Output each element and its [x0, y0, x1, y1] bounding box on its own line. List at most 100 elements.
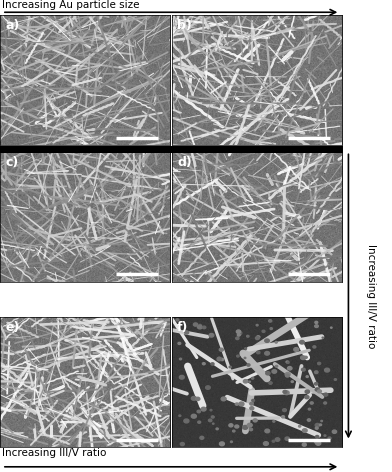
Circle shape — [196, 397, 200, 401]
Circle shape — [269, 320, 272, 322]
Circle shape — [220, 442, 224, 446]
Circle shape — [330, 327, 332, 328]
Circle shape — [283, 409, 287, 412]
Circle shape — [334, 379, 336, 380]
Circle shape — [236, 330, 241, 333]
Circle shape — [273, 421, 275, 422]
Circle shape — [247, 335, 249, 337]
Circle shape — [221, 358, 223, 361]
Circle shape — [301, 368, 305, 371]
Circle shape — [290, 368, 292, 370]
Text: c): c) — [5, 156, 18, 169]
Circle shape — [243, 379, 248, 383]
Circle shape — [291, 381, 293, 382]
Circle shape — [256, 337, 260, 339]
Circle shape — [275, 438, 280, 441]
Circle shape — [197, 410, 200, 413]
Text: b): b) — [177, 19, 192, 32]
Circle shape — [217, 357, 221, 361]
Circle shape — [243, 425, 248, 430]
Circle shape — [318, 390, 321, 393]
Circle shape — [316, 441, 321, 445]
Circle shape — [294, 347, 299, 351]
Circle shape — [212, 423, 214, 424]
Circle shape — [210, 409, 212, 411]
Circle shape — [209, 333, 214, 337]
Circle shape — [178, 342, 181, 345]
Circle shape — [251, 378, 254, 379]
Circle shape — [256, 351, 260, 354]
Circle shape — [270, 328, 272, 329]
Circle shape — [305, 390, 310, 393]
Circle shape — [314, 371, 318, 373]
Circle shape — [303, 429, 307, 432]
Circle shape — [247, 364, 250, 366]
Circle shape — [318, 362, 321, 365]
Circle shape — [262, 330, 265, 332]
Circle shape — [257, 336, 260, 338]
Circle shape — [285, 374, 289, 377]
Circle shape — [306, 376, 309, 378]
Circle shape — [308, 408, 310, 410]
Circle shape — [266, 371, 270, 375]
Circle shape — [314, 383, 318, 385]
Circle shape — [305, 356, 307, 358]
Circle shape — [307, 419, 310, 421]
Circle shape — [244, 357, 246, 359]
Circle shape — [230, 441, 232, 443]
Circle shape — [252, 399, 254, 402]
Circle shape — [200, 436, 204, 439]
Circle shape — [179, 415, 181, 416]
Circle shape — [250, 407, 254, 410]
Circle shape — [310, 402, 313, 404]
Circle shape — [265, 429, 270, 433]
Circle shape — [247, 423, 252, 427]
Circle shape — [202, 362, 205, 365]
Circle shape — [206, 386, 210, 389]
Circle shape — [201, 407, 206, 411]
Circle shape — [276, 365, 278, 367]
Circle shape — [220, 348, 223, 351]
Circle shape — [319, 424, 321, 426]
Circle shape — [313, 346, 316, 348]
Circle shape — [324, 435, 326, 436]
Circle shape — [235, 425, 239, 428]
Circle shape — [191, 396, 196, 400]
Circle shape — [283, 390, 287, 393]
Circle shape — [284, 391, 289, 395]
Circle shape — [272, 440, 275, 442]
Text: f): f) — [177, 321, 189, 334]
Circle shape — [209, 419, 212, 421]
Circle shape — [325, 368, 330, 372]
Circle shape — [191, 414, 196, 418]
Circle shape — [199, 324, 201, 326]
Circle shape — [303, 358, 305, 360]
Circle shape — [299, 425, 301, 427]
Circle shape — [229, 366, 231, 368]
Circle shape — [300, 340, 304, 344]
Circle shape — [253, 419, 257, 422]
Text: Increasing III/V ratio: Increasing III/V ratio — [2, 448, 106, 458]
Circle shape — [315, 423, 319, 427]
Circle shape — [301, 356, 305, 360]
Text: Increasing III/V ratio: Increasing III/V ratio — [367, 244, 376, 349]
Circle shape — [180, 358, 181, 360]
Circle shape — [287, 367, 292, 370]
Circle shape — [185, 331, 189, 334]
Circle shape — [249, 428, 252, 430]
Circle shape — [332, 430, 337, 433]
Circle shape — [216, 428, 218, 430]
Circle shape — [236, 337, 239, 339]
Circle shape — [229, 424, 233, 427]
Circle shape — [315, 325, 318, 328]
Circle shape — [286, 361, 289, 363]
Circle shape — [180, 375, 184, 379]
Circle shape — [281, 416, 285, 418]
Circle shape — [265, 339, 269, 342]
Circle shape — [315, 321, 318, 323]
Circle shape — [193, 323, 198, 326]
Circle shape — [239, 402, 244, 406]
Circle shape — [322, 337, 323, 338]
Circle shape — [245, 348, 247, 349]
Circle shape — [238, 331, 242, 335]
